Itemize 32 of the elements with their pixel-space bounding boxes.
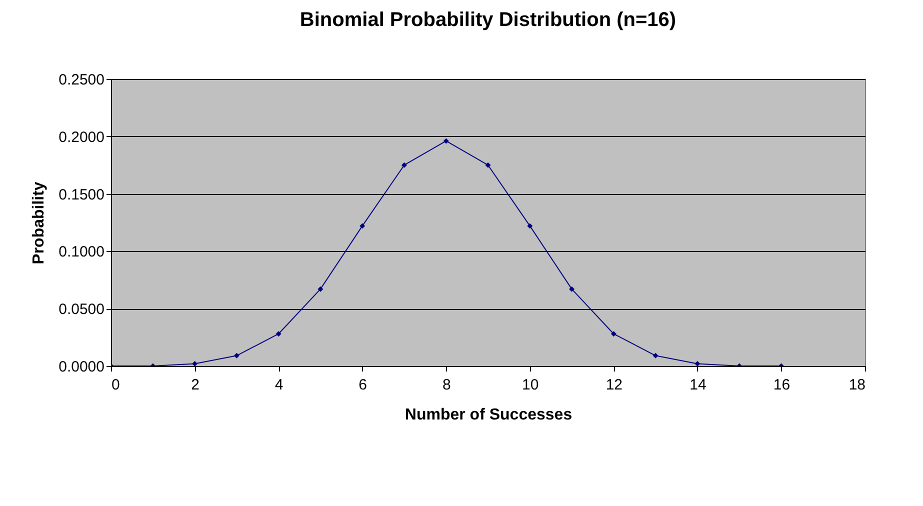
point bbox=[276, 331, 282, 337]
x-tick-label: 12 bbox=[606, 376, 623, 394]
point bbox=[318, 286, 324, 292]
x-tick-label: 14 bbox=[690, 376, 706, 394]
point bbox=[527, 223, 533, 229]
x-tick-label: 18 bbox=[848, 376, 866, 394]
point bbox=[485, 162, 491, 168]
x-tick-label: 16 bbox=[773, 376, 790, 394]
point bbox=[610, 331, 616, 337]
point bbox=[192, 360, 198, 366]
chart-title: Binomial Probability Distribution (n=16) bbox=[300, 9, 676, 31]
x-tick-label: 8 bbox=[442, 376, 451, 394]
y-tick-label: 0.1000 bbox=[58, 244, 104, 261]
x-axis-title: Number of Successes bbox=[404, 406, 572, 424]
y-tick-label: 0.2500 bbox=[58, 72, 104, 88]
y-tick-label: 0.2000 bbox=[58, 128, 104, 146]
point bbox=[360, 223, 366, 229]
point bbox=[234, 352, 240, 358]
point bbox=[569, 286, 575, 292]
y-tick-label: 0.0000 bbox=[58, 358, 104, 376]
y-axis-title: Probability bbox=[30, 182, 48, 264]
point bbox=[652, 352, 658, 358]
x-tick-label: 4 bbox=[274, 376, 284, 394]
x-tick-label: 10 bbox=[522, 376, 539, 394]
x-tick-label: 2 bbox=[191, 376, 200, 394]
y-tick-label: 0.1500 bbox=[58, 186, 104, 204]
point bbox=[443, 138, 449, 144]
y-tick-label: 0.0500 bbox=[58, 301, 104, 318]
x-tick-label: 6 bbox=[358, 376, 368, 394]
point bbox=[401, 162, 407, 168]
point bbox=[694, 360, 700, 366]
x-tick-label: 0 bbox=[112, 376, 120, 394]
